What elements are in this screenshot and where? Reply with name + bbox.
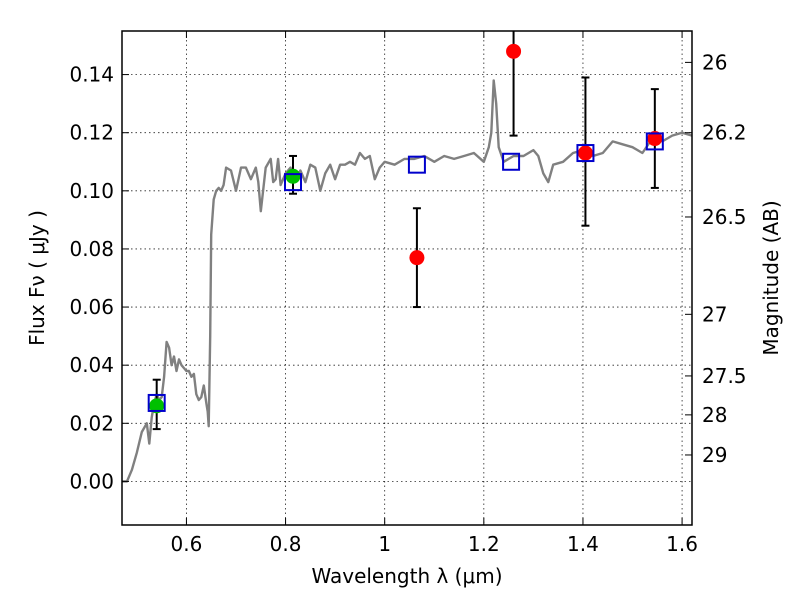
model-spectrum-line: [122, 79, 693, 483]
y-tick-label: 0.00: [69, 469, 114, 493]
magnitude-tick-label: 26.2: [702, 121, 747, 145]
photometry-point: [647, 131, 663, 147]
y-tick-label: 0.12: [69, 121, 114, 145]
grid-lines: [122, 31, 692, 525]
magnitude-tick-label: 27.5: [702, 364, 747, 388]
right-y-axis-label: Magnitude (AB): [759, 200, 783, 355]
y-axis-label: Flux Fν ( μJy ): [25, 210, 49, 346]
magnitude-tick-label: 26: [702, 50, 727, 74]
data-points-layer: [149, 43, 663, 414]
x-tick-label: 1: [378, 532, 391, 556]
y-tick-label: 0.14: [69, 63, 114, 87]
photometry-point: [577, 145, 593, 161]
photometry-point: [506, 43, 522, 59]
model-flux-square: [147, 393, 166, 412]
y-tick-label: 0.08: [69, 237, 114, 261]
x-tick-label: 1.2: [468, 532, 500, 556]
plot-frame: [121, 30, 693, 526]
x-tick-label: 1.6: [666, 532, 698, 556]
photometry-point: [409, 250, 425, 266]
x-axis-label: Wavelength λ (μm): [311, 564, 502, 588]
model-flux-square: [502, 152, 521, 171]
model-flux-square: [284, 173, 302, 192]
model-spectrum-layer: [122, 79, 693, 483]
model-flux-squares-layer: [147, 132, 664, 412]
magnitude-tick-label: 27: [702, 302, 727, 326]
y-tick-label: 0.04: [69, 353, 114, 377]
y-tick-label: 0.06: [69, 295, 114, 319]
x-tick-label: 0.6: [171, 532, 203, 556]
model-flux-square: [407, 155, 426, 174]
y-tick-label: 0.10: [69, 179, 114, 203]
magnitude-tick-label: 28: [702, 403, 727, 427]
x-tick-label: 0.8: [270, 532, 302, 556]
x-tick-label: 1.4: [567, 532, 599, 556]
photometry-point: [285, 168, 301, 184]
magnitude-tick-label: 29: [702, 443, 727, 467]
model-flux-square: [576, 144, 595, 163]
photometry-point: [149, 398, 165, 414]
model-flux-square: [645, 132, 664, 151]
y-tick-label: 0.02: [69, 411, 114, 435]
magnitude-tick-label: 26.5: [702, 205, 747, 229]
axis-ticks: 0.6 0.8 1 1.2 1.4 1.6 0.00 0.02 0.04 0.06 0.08 0.10…: [69, 31, 747, 556]
